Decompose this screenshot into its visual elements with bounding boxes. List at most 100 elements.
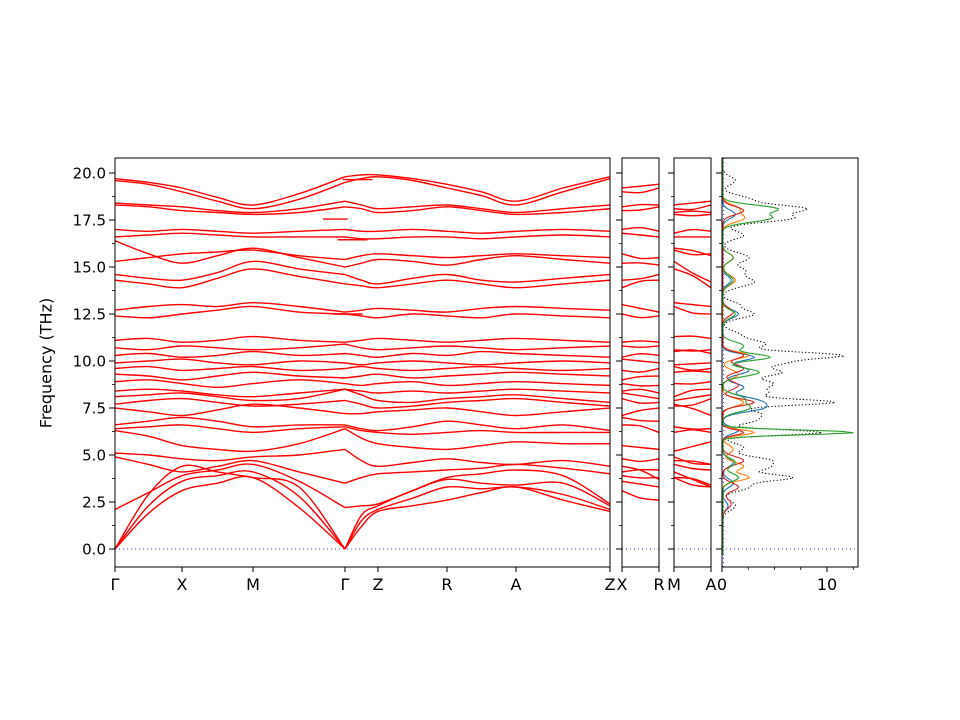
band-curve — [115, 416, 346, 428]
band-curve — [115, 371, 346, 381]
band-curve — [115, 428, 346, 453]
band-curve — [622, 367, 659, 373]
band-curve — [622, 345, 659, 349]
band-curve — [344, 448, 610, 468]
band-curve — [622, 253, 659, 260]
band-curve — [622, 183, 659, 189]
band-curve — [115, 365, 346, 372]
total-dos-curve — [722, 158, 845, 555]
band-curve — [344, 463, 610, 484]
band-curve — [115, 397, 346, 407]
band-curve — [344, 365, 610, 372]
band-curve — [115, 204, 346, 216]
band-curve — [622, 232, 659, 238]
y-tick-label: 20.0 — [73, 165, 106, 183]
band-curve — [115, 301, 346, 313]
band-curve — [344, 360, 610, 366]
band-curve — [622, 313, 659, 319]
kpoint-label: M — [246, 575, 260, 594]
band-curve — [344, 254, 610, 268]
y-tick-label: 5.0 — [82, 447, 106, 465]
band-curve — [622, 352, 659, 358]
kpoint-label: R — [653, 575, 664, 594]
band-curve — [344, 397, 610, 409]
y-tick-label: 2.5 — [82, 494, 106, 512]
band-curve — [622, 475, 659, 479]
band-curve — [344, 234, 610, 240]
kpoint-label: A — [706, 575, 717, 594]
band-curve — [344, 428, 610, 451]
panel-border-dos — [721, 157, 859, 568]
band-curve — [674, 429, 711, 434]
band-curve — [115, 200, 346, 214]
panel-border-xr — [621, 157, 660, 568]
kpoint-label: X — [617, 575, 628, 594]
band-curve — [622, 203, 659, 208]
band-curve — [622, 262, 659, 266]
kpoint-label: Z — [373, 575, 384, 594]
band-curve — [622, 444, 659, 451]
band-curve — [674, 426, 711, 430]
panel-border-ma — [673, 157, 712, 568]
band-curve — [674, 441, 711, 452]
band-curve — [344, 313, 610, 319]
pdos-blue-curve — [722, 158, 768, 555]
band-curve — [674, 365, 711, 371]
band-curve — [674, 477, 711, 488]
band-curve — [344, 200, 610, 214]
kpoint-label: X — [177, 575, 188, 594]
pdos-green-curve — [722, 158, 854, 555]
band-curve — [622, 407, 659, 417]
band-curve — [115, 350, 346, 358]
band-curve — [344, 253, 610, 261]
y-tick-label: 0.0 — [82, 541, 106, 559]
band-curve — [674, 335, 711, 340]
band-curve — [674, 228, 711, 234]
band-curve — [622, 458, 659, 463]
band-curve — [674, 213, 711, 217]
band-curve — [115, 388, 346, 398]
pdos-red-curve — [722, 158, 756, 555]
band-curve — [344, 426, 610, 436]
band-curve — [344, 478, 610, 550]
band-curve — [674, 456, 711, 466]
y-tick-label: 10.0 — [73, 353, 106, 371]
band-curve — [622, 279, 659, 289]
band-curve — [344, 469, 610, 509]
band-curve — [674, 302, 711, 308]
band-curve — [115, 470, 346, 550]
y-tick-label: 7.5 — [82, 400, 106, 418]
band-curve — [622, 416, 659, 422]
band-curve — [622, 273, 659, 281]
band-curve — [674, 388, 711, 398]
band-curve — [674, 476, 711, 486]
kpoint-label: Γ — [111, 575, 120, 594]
band-curve — [344, 206, 610, 216]
band-curve — [622, 424, 659, 433]
band-curve — [674, 362, 711, 366]
band-curve — [344, 337, 610, 343]
band-curve — [674, 349, 711, 355]
axis-ticks: 0.0 2.5 5.0 7.5 10.0 12.5 15.0 17.5 20.0 Γ X M Γ Z R A Z… — [73, 165, 854, 594]
bands-main — [115, 173, 610, 550]
band-curve — [622, 398, 659, 404]
band-curve — [115, 343, 346, 351]
band-curve — [344, 279, 610, 289]
band-curve — [115, 358, 346, 366]
band-curve — [622, 468, 659, 473]
band-curve — [344, 305, 610, 313]
band-curve — [115, 448, 346, 462]
band-curve — [674, 398, 711, 407]
band-curve — [115, 424, 346, 434]
y-tick-label: 15.0 — [73, 259, 106, 277]
band-curve — [344, 388, 610, 394]
band-curve — [115, 228, 346, 234]
band-curve — [622, 375, 659, 381]
band-curve — [622, 382, 659, 387]
band-curve — [115, 464, 346, 550]
dos-tick-label: 0 — [717, 575, 727, 594]
dos-tick-label: 10 — [817, 575, 837, 594]
band-curve — [622, 358, 659, 364]
band-curve — [674, 204, 711, 211]
